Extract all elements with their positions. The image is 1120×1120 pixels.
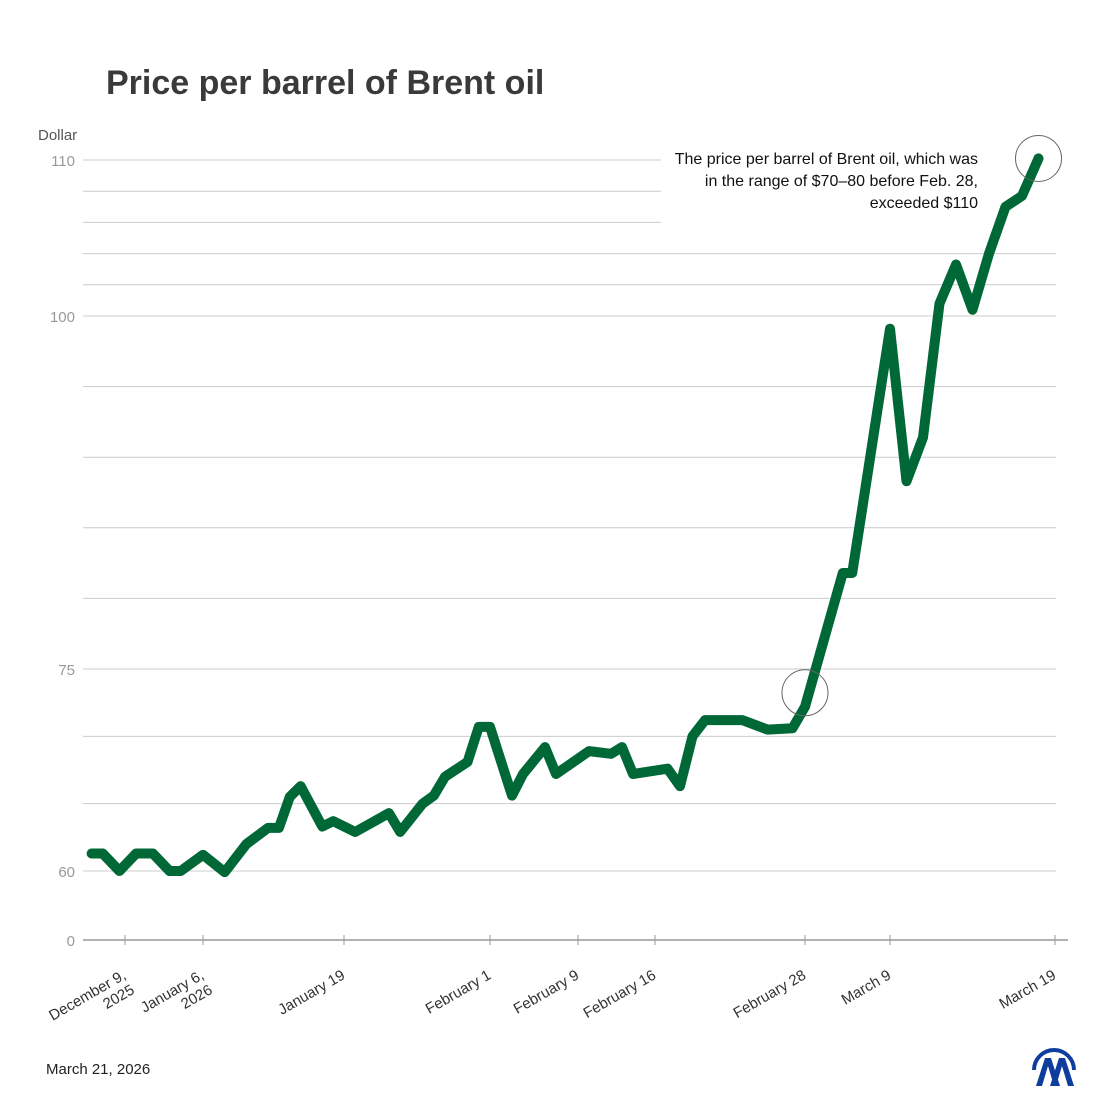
publication-date: March 21, 2026 xyxy=(46,1061,151,1078)
x-tick-label-line: February 1 xyxy=(423,967,494,1018)
aa-logo xyxy=(1032,1048,1076,1086)
price-line xyxy=(86,153,1044,878)
x-tick-label-line: March 19 xyxy=(996,967,1059,1013)
y-tick-label: 100 xyxy=(50,309,75,326)
y-tick-label: 110 xyxy=(51,153,75,170)
x-tick-label-line: February 9 xyxy=(511,967,582,1018)
annotation-text: The price per barrel of Brent oil, which… xyxy=(674,151,978,212)
x-tick-label: March 9 xyxy=(839,967,894,1009)
x-tick-label: December 9,2025 xyxy=(46,967,137,1039)
highlight-circle xyxy=(781,669,829,717)
chart-title: Price per barrel of Brent oil xyxy=(106,64,545,102)
x-tick-label: February 9 xyxy=(511,967,582,1018)
y-tick-label: 0 xyxy=(67,933,75,950)
x-tick-label: January 6,2026 xyxy=(138,967,216,1031)
y-tick-label: 75 xyxy=(58,662,75,679)
x-tick-label: January 19 xyxy=(275,967,348,1019)
x-tick-label: February 1 xyxy=(423,967,494,1018)
x-tick-label-line: February 16 xyxy=(580,967,659,1022)
y-tick-label: 60 xyxy=(58,864,75,881)
x-tick-label: March 19 xyxy=(996,967,1059,1013)
x-tick-label-line: January 19 xyxy=(275,967,348,1019)
x-tick-label-line: February 28 xyxy=(730,967,809,1022)
highlight-circle xyxy=(1015,134,1062,182)
y-axis-label: Dollar xyxy=(38,127,77,144)
x-tick-label: February 16 xyxy=(580,967,659,1022)
x-tick-label: February 28 xyxy=(730,967,809,1022)
x-tick-label-line: March 9 xyxy=(839,967,894,1009)
